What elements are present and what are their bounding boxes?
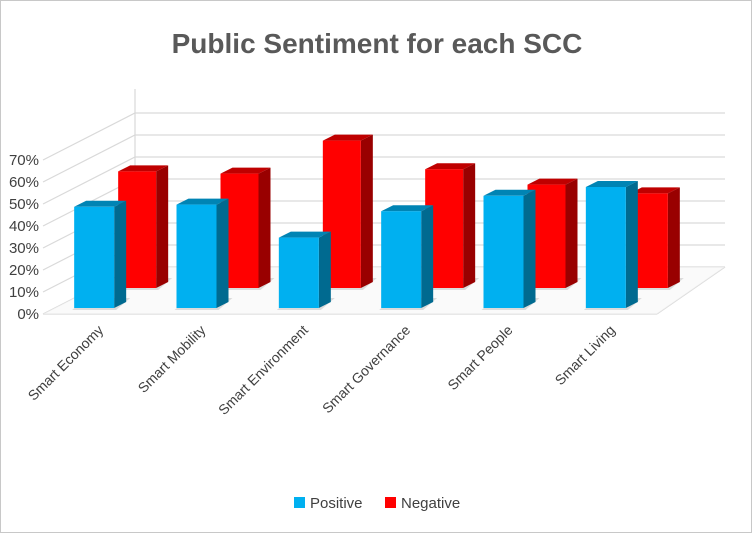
x-axis: Smart Economy Smart Mobility Smart Environ… (25, 322, 618, 418)
y-tick-label: 10% (9, 284, 39, 301)
legend-label: Positive (310, 495, 363, 512)
x-tick-label: Smart Governance (319, 322, 414, 417)
y-tick-label: 50% (9, 196, 39, 213)
legend-label: Negative (401, 495, 460, 512)
chart-title: Public Sentiment for each SCC (172, 28, 583, 59)
bar-positive-3 (276, 231, 335, 310)
legend-swatch (294, 497, 305, 508)
y-tick-label: 70% (9, 152, 39, 169)
x-tick-label: Smart Economy (25, 322, 107, 404)
y-tick-label: 0% (17, 306, 39, 323)
bar-positive-2 (174, 198, 233, 310)
gridline (42, 112, 725, 161)
legend: Positive Negative (294, 495, 460, 512)
bar-positive-5 (481, 189, 540, 310)
x-tick-label: Smart People (444, 322, 515, 393)
y-tick-label: 30% (9, 240, 39, 257)
y-tick-label: 40% (9, 218, 39, 235)
y-tick-label: 20% (9, 262, 39, 279)
x-tick-label: Smart Living (552, 322, 618, 388)
x-tick-label: Smart Environment (215, 322, 311, 418)
plot-area (72, 134, 684, 310)
y-axis: 0% 10% 20% 30% 40% 50% 60% 70% (9, 152, 39, 323)
bar-positive-6 (583, 181, 642, 310)
y-tick-label: 60% (9, 174, 39, 191)
x-tick-label: Smart Mobility (135, 322, 209, 396)
bar-positive-1 (72, 200, 131, 310)
legend-swatch (385, 497, 396, 508)
bar-positive-4 (379, 205, 438, 310)
